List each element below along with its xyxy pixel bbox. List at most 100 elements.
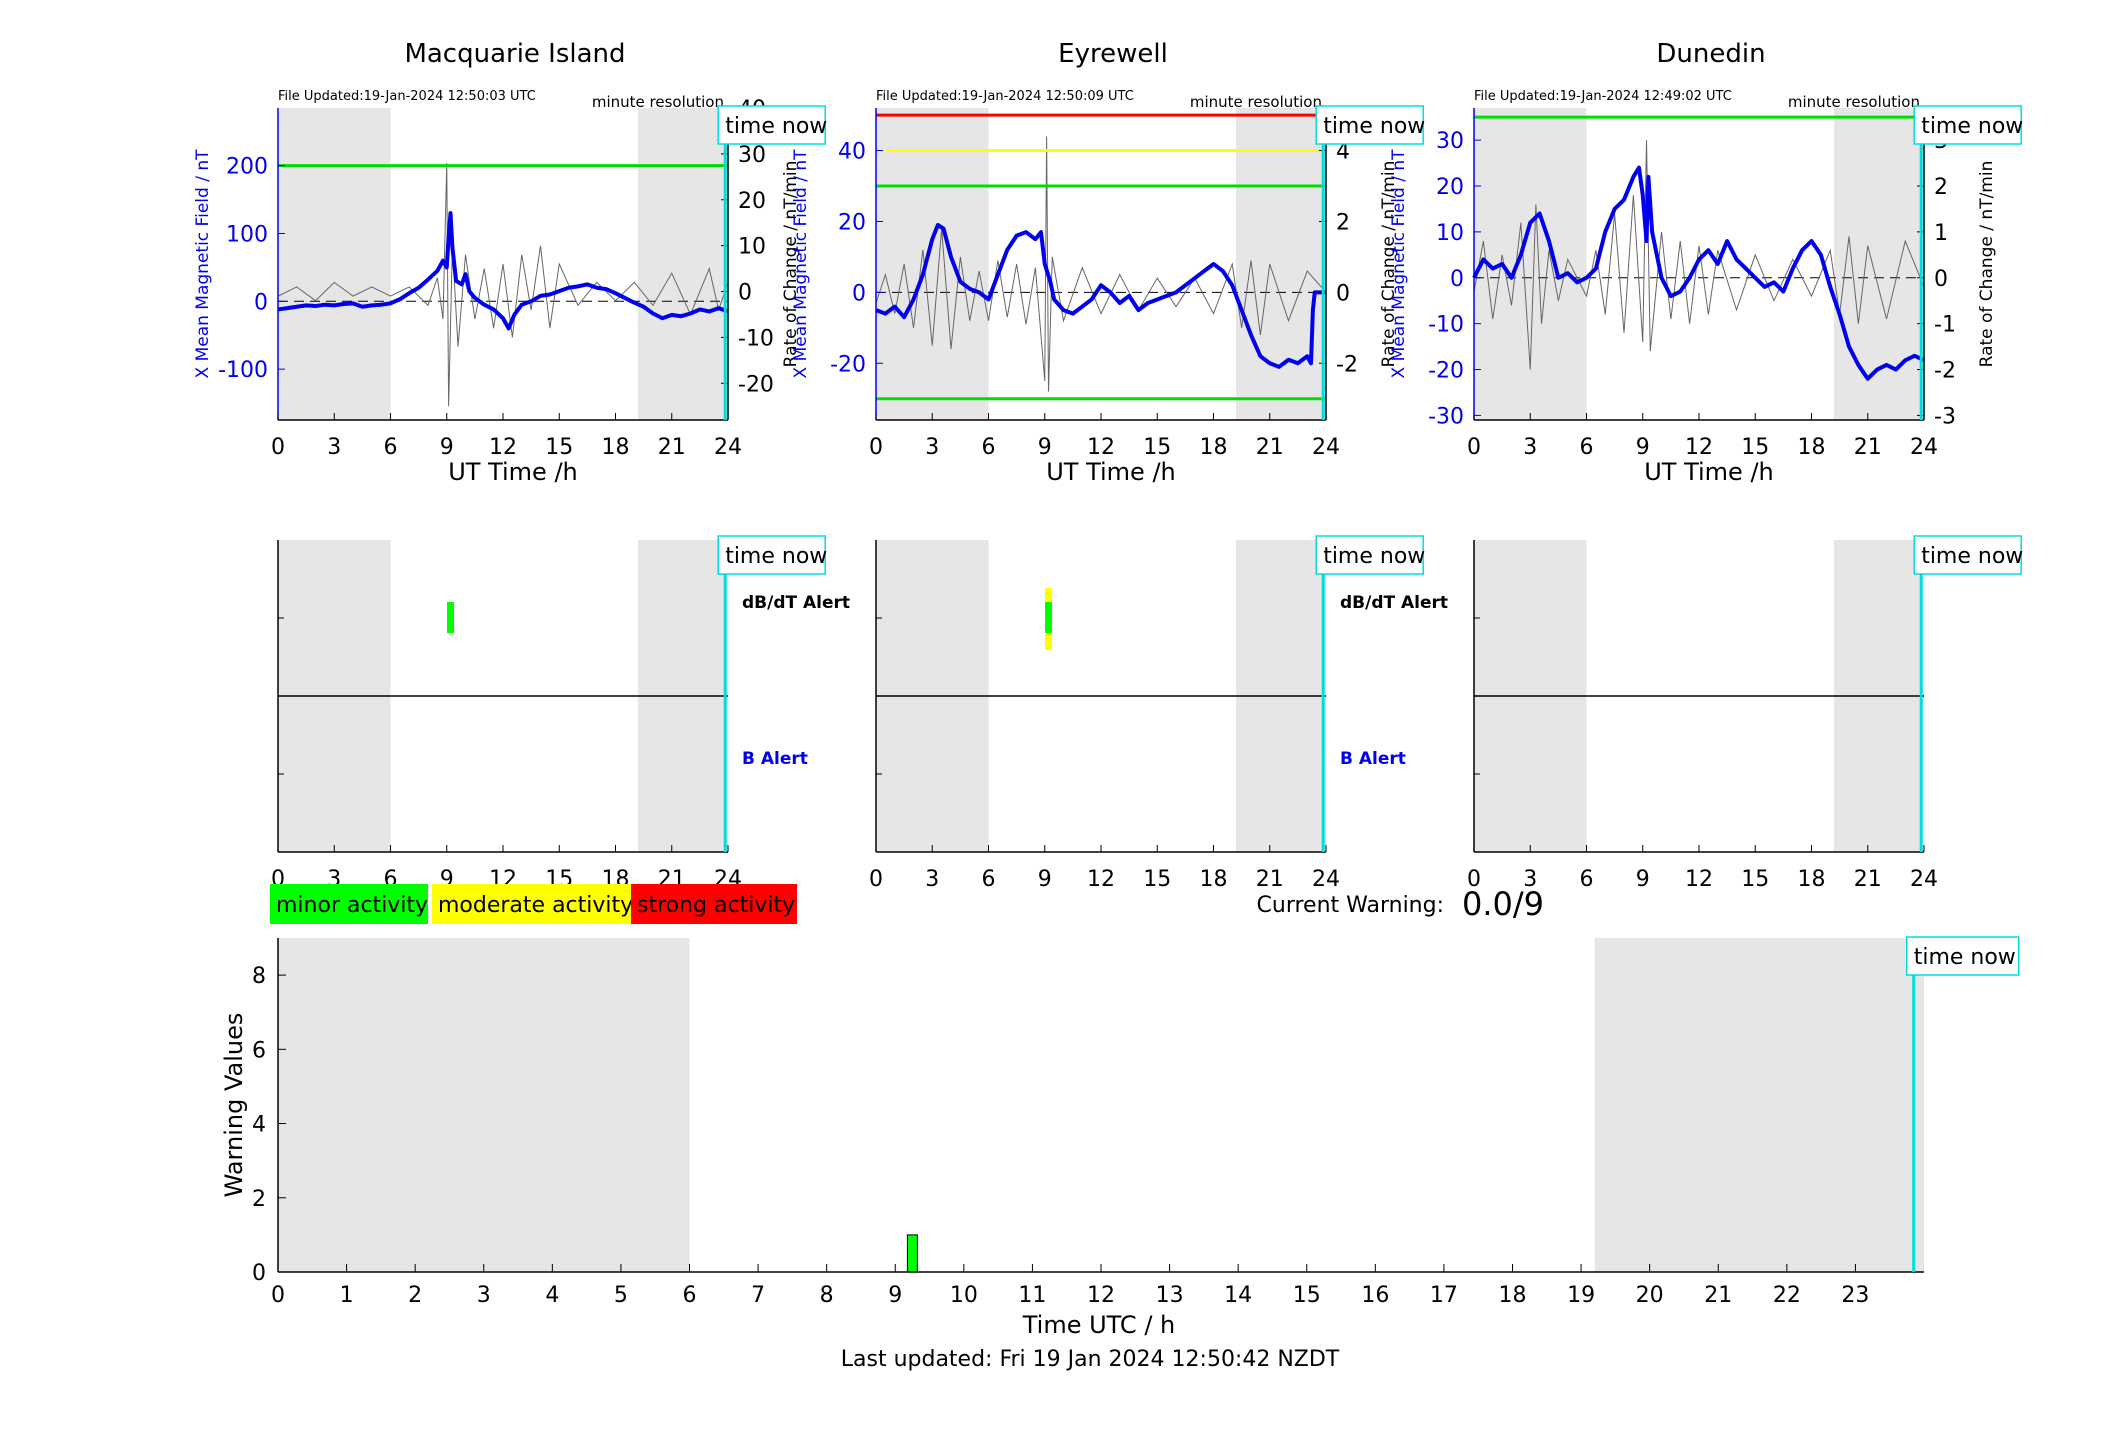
warning-ytick-label: 6 [252, 1038, 266, 1063]
xtick-label: 24 [714, 435, 742, 460]
file-updated-label: File Updated:19-Jan-2024 12:50:09 UTC [876, 89, 1134, 104]
right-ytick-label: 0 [1336, 281, 1350, 306]
last-updated-label: Last updated: Fri 19 Jan 2024 12:50:42 N… [841, 1347, 1340, 1372]
night-shading [1834, 108, 1924, 420]
alert-xtick-label: 9 [1038, 867, 1052, 892]
xtick-label: 24 [1910, 435, 1938, 460]
warning-xtick-label: 17 [1430, 1283, 1458, 1308]
rate-of-change-series [277, 163, 729, 407]
rate-of-change-series [1473, 140, 1925, 370]
left-ytick-label: -10 [1428, 313, 1464, 338]
warning-ytick-label: 2 [252, 1187, 266, 1212]
station-title: Dunedin [1656, 39, 1765, 69]
alert-xtick-label: 9 [1636, 867, 1650, 892]
time-now-label: time now [1921, 544, 2023, 569]
b-alert-label: B Alert [1340, 749, 1406, 769]
right-ytick-label: 1 [1934, 221, 1948, 246]
time-now-box [1315, 105, 1424, 145]
alert-xtick-label: 0 [869, 867, 883, 892]
dbdt-alert-label: dB/dT Alert [742, 593, 850, 613]
xtick-label: 12 [489, 435, 517, 460]
left-ytick-label: 30 [1436, 129, 1464, 154]
left-ytick-label: 40 [838, 140, 866, 165]
resolution-label: minute resolution [1788, 93, 1920, 111]
time-now-label: time now [1921, 114, 2023, 139]
legend-strong-swatch [631, 884, 797, 924]
legend-minor-label: minor activity [276, 893, 428, 918]
xtick-label: 0 [869, 435, 883, 460]
left-ytick-label: -20 [1428, 359, 1464, 384]
time-now-label: time now [725, 114, 827, 139]
warning-ytick-label: 0 [252, 1261, 266, 1286]
left-ytick-label: 20 [838, 210, 866, 235]
dbdt-minor-mark [447, 602, 454, 633]
right-ytick-label: 30 [738, 143, 766, 168]
time-now-label: time now [1914, 945, 2016, 970]
warning-xtick-label: 11 [1018, 1283, 1046, 1308]
legend-moderate-swatch [432, 884, 631, 924]
legend-strong-label: strong activity [637, 893, 795, 918]
alert-xtick-label: 3 [925, 867, 939, 892]
time-now-box [717, 535, 826, 575]
left-ytick-label: -20 [830, 352, 866, 377]
alert-xtick-label: 12 [1087, 867, 1115, 892]
right-axis-label: Rate of Change / nT/min [1379, 161, 1399, 368]
left-ytick-label: -100 [218, 358, 268, 383]
station-title: Eyrewell [1058, 39, 1168, 69]
xtick-label: 3 [327, 435, 341, 460]
xtick-label: 18 [1200, 435, 1228, 460]
file-updated-label: File Updated:19-Jan-2024 12:49:02 UTC [1474, 89, 1732, 104]
alert-xtick-label: 15 [1741, 867, 1769, 892]
alert-xtick-label: 18 [1798, 867, 1826, 892]
warning-xtick-label: 23 [1841, 1283, 1869, 1308]
left-axis-label: X Mean Magnetic Field / nT [1389, 149, 1409, 379]
legend-moderate-label: moderate activity [438, 893, 633, 918]
dbdt-alert-label: dB/dT Alert [1340, 593, 1448, 613]
xtick-label: 6 [384, 435, 398, 460]
warning-xtick-label: 14 [1224, 1283, 1252, 1308]
current-warning-label: Current Warning: [1257, 893, 1444, 918]
xtick-label: 9 [440, 435, 454, 460]
legend-minor-swatch [270, 884, 428, 924]
alert-xtick-label: 21 [1854, 867, 1882, 892]
alert-xtick-label: 18 [1200, 867, 1228, 892]
left-ytick-label: 10 [1436, 221, 1464, 246]
warning-xtick-label: 16 [1361, 1283, 1389, 1308]
warning-xtick-label: 1 [340, 1283, 354, 1308]
xtick-label: 15 [1741, 435, 1769, 460]
alert-xtick-label: 12 [1685, 867, 1713, 892]
right-ytick-label: 4 [1336, 140, 1350, 165]
x-axis-label: UT Time /h [1644, 458, 1774, 486]
right-ytick-label: -1 [1934, 313, 1956, 338]
time-now-box [1315, 535, 1424, 575]
left-ytick-label: 100 [226, 222, 268, 247]
night-shading [1594, 938, 1924, 1272]
left-ytick-label: 0 [254, 290, 268, 315]
right-ytick-label: -2 [1934, 359, 1956, 384]
left-ytick-label: -30 [1428, 404, 1464, 429]
left-ytick-label: 0 [1450, 267, 1464, 292]
left-axis-label: X Mean Magnetic Field / nT [193, 149, 213, 379]
xtick-label: 15 [545, 435, 573, 460]
right-axis-label: Rate of Change / nT/min [1977, 161, 1997, 368]
field-series [1472, 165, 1925, 381]
warning-xtick-label: 9 [888, 1283, 902, 1308]
night-shading [278, 108, 391, 420]
x-axis-label: UT Time /h [1046, 458, 1176, 486]
time-now-box [1905, 936, 2020, 976]
current-warning-value: 0.0/9 [1462, 885, 1544, 923]
warning-y-axis-label: Warning Values [220, 1013, 248, 1198]
warning-xtick-label: 12 [1087, 1283, 1115, 1308]
alert-xtick-label: 24 [1910, 867, 1938, 892]
warning-bar [906, 1234, 918, 1273]
right-ytick-label: 20 [738, 189, 766, 214]
alert-xtick-label: 3 [1523, 867, 1537, 892]
xtick-label: 21 [1256, 435, 1284, 460]
alert-xtick-label: 21 [1256, 867, 1284, 892]
xtick-label: 0 [271, 435, 285, 460]
time-now-label: time now [1323, 544, 1425, 569]
warning-xtick-label: 19 [1567, 1283, 1595, 1308]
resolution-label: minute resolution [1190, 93, 1322, 111]
